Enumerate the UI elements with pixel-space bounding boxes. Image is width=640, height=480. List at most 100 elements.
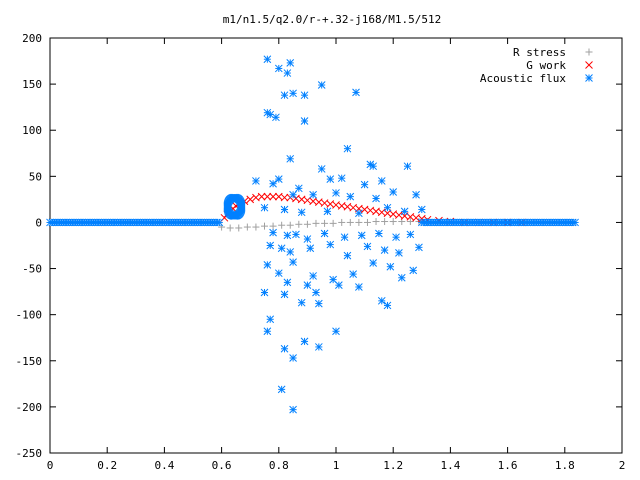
x-tick-label: 0.8: [269, 459, 289, 472]
series-acoustic-flux-point: [300, 117, 309, 125]
y-tick-label: 150: [22, 78, 42, 91]
series-acoustic-flux-point: [283, 231, 292, 240]
series-acoustic-flux-point: [349, 270, 358, 278]
series-acoustic-flux-point: [340, 233, 349, 242]
series-r-stress-point: [355, 218, 363, 226]
y-tick-label: -150: [16, 355, 43, 368]
series-acoustic-flux-point: [260, 203, 269, 212]
series-acoustic-flux-point: [286, 59, 295, 67]
series-acoustic-flux-point: [300, 337, 309, 346]
series-acoustic-flux-point: [415, 243, 423, 252]
series-r-stress-point: [235, 224, 243, 232]
series-acoustic-flux: [252, 55, 426, 414]
legend-marker-g-work: [585, 61, 593, 69]
series-acoustic-flux-point: [389, 188, 398, 196]
series-r-stress-point: [261, 222, 268, 230]
series-g-work-point: [246, 195, 255, 204]
legend-label-g-work: G work: [526, 59, 566, 72]
x-tick-label: 1.6: [498, 459, 518, 472]
series-acoustic-flux-point: [266, 315, 275, 324]
series-r-stress-point: [346, 218, 354, 226]
series-acoustic-flux-point: [397, 273, 406, 282]
series-acoustic-flux-point: [395, 249, 403, 257]
series-acoustic-flux-point: [317, 81, 326, 89]
series-acoustic-flux-point: [297, 298, 306, 307]
series-acoustic-flux-point: [269, 228, 277, 237]
series-acoustic-flux-point: [403, 162, 412, 171]
series-acoustic-flux-point: [277, 385, 286, 394]
series-g-work-point: [280, 193, 289, 202]
series-acoustic-flux-point: [314, 343, 323, 351]
series-acoustic-flux-point: [320, 229, 329, 238]
series-acoustic-flux-point: [314, 299, 323, 308]
series-acoustic-flux-point: [352, 88, 360, 97]
series-acoustic-flux-point: [317, 165, 326, 173]
y-tick-label: -200: [16, 401, 43, 414]
acoustic-flux-baseline-right: [417, 218, 579, 227]
series-r-stress-point: [363, 218, 371, 226]
series-acoustic-flux-point: [280, 344, 289, 353]
series-acoustic-flux-point: [312, 288, 320, 297]
series-acoustic-flux-point: [294, 184, 303, 193]
x-tick-label: 1.2: [383, 459, 403, 472]
series-acoustic-flux-point: [406, 230, 415, 239]
chart-title: m1/n1.5/q2.0/r-+.32-j168/M1.5/512: [223, 13, 442, 26]
series-acoustic-flux-point: [355, 283, 363, 291]
series-acoustic-flux-point: [409, 266, 418, 275]
series-g-work-point: [257, 192, 266, 201]
legend-marker-r-stress: [585, 48, 593, 56]
series-acoustic-flux-point: [372, 194, 380, 203]
y-tick-label: 50: [29, 170, 42, 183]
series-acoustic-flux-point: [332, 189, 340, 197]
series-r-stress-point: [372, 218, 380, 226]
series-r-stress-point: [295, 220, 303, 228]
series-r-stress-point: [321, 219, 329, 227]
series-acoustic-flux-point: [286, 248, 295, 256]
y-tick-label: -250: [16, 447, 43, 460]
series-r-stress-point: [286, 221, 294, 229]
acoustic-flux-loop: [223, 193, 246, 220]
series-acoustic-flux-point: [306, 244, 315, 253]
series-r-stress-point: [278, 221, 286, 229]
series-r-stress-point: [406, 218, 414, 226]
series-acoustic-flux-point: [380, 246, 389, 254]
x-tick-labels: 0 0.2 0.4 0.6 0.8 1 1.2 1.4 1.6 1.8 2: [47, 459, 626, 472]
series-acoustic-flux-point: [263, 327, 272, 336]
series-acoustic-flux-point: [417, 205, 426, 214]
series-g-work-point: [263, 192, 272, 201]
x-tick-label: 2: [619, 459, 626, 472]
legend-label-r-stress: R stress: [513, 46, 566, 59]
series-acoustic-flux-point: [269, 179, 277, 188]
acoustic-flux-baseline-left-point: [215, 218, 224, 227]
x-tick-label: 1.4: [440, 459, 460, 472]
series-acoustic-flux-point: [272, 113, 280, 122]
y-tick-labels: -250 -200 -150 -100 -50 0 50 100 150 200: [16, 32, 43, 460]
series-acoustic-flux-point: [280, 91, 289, 100]
series-acoustic-flux-point: [289, 89, 297, 98]
series-acoustic-flux-point: [266, 241, 275, 250]
series-acoustic-flux-point: [283, 69, 292, 77]
series-acoustic-flux-point: [303, 281, 312, 290]
x-tick-label: 1.8: [555, 459, 575, 472]
series-acoustic-flux-point: [292, 230, 300, 239]
series-acoustic-flux-point: [303, 235, 312, 243]
series-acoustic-flux-point: [377, 177, 386, 185]
series-acoustic-flux-point: [386, 262, 395, 271]
series-acoustic-flux-point: [412, 190, 420, 199]
series-acoustic-flux-point: [383, 301, 392, 310]
series-acoustic-flux-point: [375, 229, 383, 238]
series-acoustic-flux-point: [252, 177, 260, 185]
axis-ticks: [49, 37, 623, 454]
series-acoustic-flux-point: [286, 154, 295, 163]
series-acoustic-flux-point: [289, 405, 297, 414]
series-acoustic-flux-point: [335, 281, 343, 290]
series-acoustic-flux-point: [400, 207, 409, 216]
series-acoustic-flux-point: [326, 175, 335, 183]
series-acoustic-flux-point: [309, 272, 317, 280]
series-acoustic-flux-point: [263, 108, 272, 117]
series-acoustic-flux-point: [343, 251, 352, 260]
series-acoustic-flux-point: [355, 209, 363, 218]
series-acoustic-flux-point: [309, 190, 317, 199]
series-acoustic-flux-point: [263, 261, 272, 269]
